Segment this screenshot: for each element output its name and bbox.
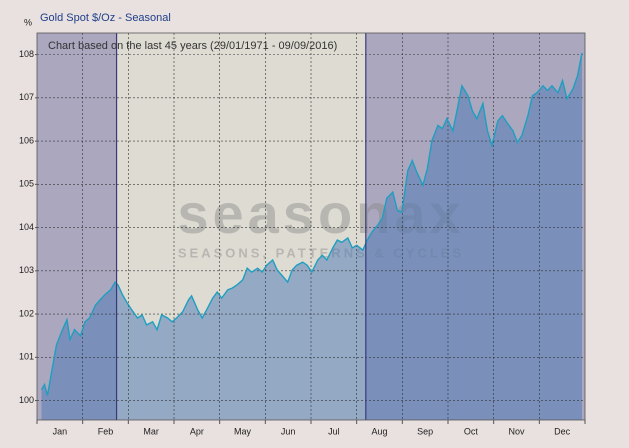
x-tick-label: Aug xyxy=(371,426,387,436)
y-axis-label: % xyxy=(24,17,32,27)
y-tick-label: 104 xyxy=(19,222,34,232)
y-tick-label: 102 xyxy=(19,308,34,318)
y-tick-label: 105 xyxy=(19,179,34,189)
y-tick-label: 106 xyxy=(19,135,34,145)
x-tick-label: Oct xyxy=(464,426,479,436)
y-tick-label: 101 xyxy=(19,352,34,362)
x-tick-label: Jun xyxy=(281,426,296,436)
x-tick-label: Feb xyxy=(98,426,114,436)
y-tick-label: 100 xyxy=(19,395,34,405)
y-tick-label: 103 xyxy=(19,265,34,275)
x-tick-label: Jul xyxy=(328,426,340,436)
x-tick-label: Apr xyxy=(190,426,204,436)
y-tick-label: 107 xyxy=(19,92,34,102)
chart-title: Gold Spot $/Oz - Seasonal xyxy=(40,12,171,24)
x-tick-label: Sep xyxy=(417,426,433,436)
x-tick-label: Dec xyxy=(554,426,571,436)
y-tick-label: 108 xyxy=(19,49,34,59)
x-tick-label: May xyxy=(234,426,252,436)
line xyxy=(40,52,583,396)
x-tick-label: Jan xyxy=(53,426,68,436)
x-tick-label: Mar xyxy=(143,426,159,436)
area xyxy=(41,52,582,421)
x-tick-label: Nov xyxy=(508,426,525,436)
annotation: Chart based on the last 45 years (29/01/… xyxy=(48,40,337,52)
